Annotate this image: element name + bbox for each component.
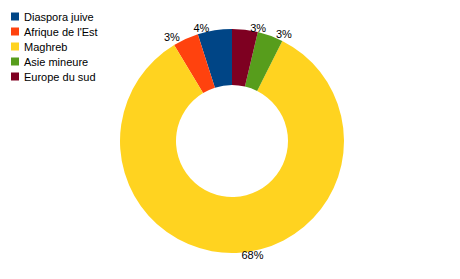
svg-text:Diaspora juive: Diaspora juive bbox=[24, 11, 94, 23]
svg-text:Asie mineure: Asie mineure bbox=[24, 56, 88, 68]
svg-text:3%: 3% bbox=[164, 31, 180, 43]
svg-text:Maghreb: Maghreb bbox=[24, 41, 67, 53]
svg-text:Europe du sud: Europe du sud bbox=[24, 71, 96, 83]
svg-text:Afrique de l'Est: Afrique de l'Est bbox=[24, 26, 98, 38]
svg-text:3%: 3% bbox=[250, 22, 266, 34]
svg-text:4%: 4% bbox=[193, 22, 209, 34]
svg-text:68%: 68% bbox=[241, 249, 263, 261]
svg-text:3%: 3% bbox=[276, 28, 292, 40]
